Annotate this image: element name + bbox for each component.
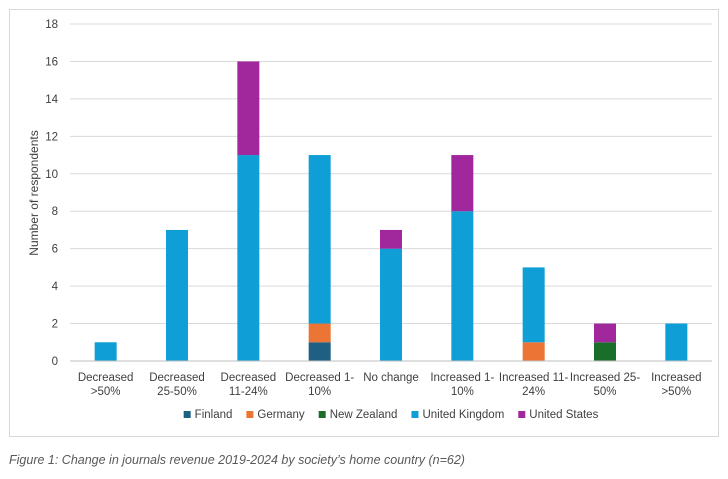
- bar-segment-united-kingdom: [166, 229, 188, 361]
- y-tick-label: 16: [45, 56, 58, 68]
- x-tick-label: No change: [363, 372, 419, 384]
- bar-segment-united-kingdom: [665, 323, 688, 361]
- legend-swatch: [183, 411, 191, 418]
- y-tick-label: 14: [45, 94, 58, 106]
- y-tick-label: 18: [45, 19, 58, 31]
- y-tick-label: 2: [52, 319, 58, 331]
- bars: [94, 61, 688, 361]
- bar-segment-new-zealand: [594, 342, 616, 361]
- x-tick-label: Increased 11-24%: [499, 372, 569, 398]
- legend-swatch: [318, 411, 326, 418]
- bar-segment-united-kingdom: [308, 155, 331, 324]
- legend-label: United States: [529, 409, 598, 421]
- legend-swatch: [411, 411, 419, 418]
- y-tick-label: 8: [52, 206, 58, 218]
- figure-caption: Figure 1: Change in journals revenue 201…: [9, 453, 465, 467]
- y-tick-label: 12: [45, 131, 58, 143]
- bar-segment-united-states: [594, 323, 616, 343]
- bar-segment-united-states: [380, 229, 402, 249]
- legend-label: Germany: [257, 409, 305, 421]
- legend-label: Finland: [195, 409, 233, 421]
- legend: Finland Germany New Zealand United Kingdom U…: [183, 409, 599, 421]
- bar-segment-germany: [308, 323, 331, 343]
- legend-label: New Zealand: [330, 409, 398, 421]
- legend-label: United Kingdom: [422, 409, 504, 421]
- bar-segment-united-states: [237, 61, 260, 156]
- y-tick-label: 0: [52, 356, 58, 368]
- x-tick-label: Decreased 1-10%: [285, 372, 354, 398]
- bar-segment-united-states: [451, 155, 474, 212]
- chart-frame: [9, 9, 719, 437]
- bar-segment-germany: [522, 342, 545, 361]
- bar-segment-united-kingdom: [522, 267, 545, 343]
- x-tick-label: Increased 25-50%: [570, 372, 640, 398]
- bar-segment-united-kingdom: [94, 342, 117, 361]
- y-tick-label: 4: [52, 281, 59, 293]
- y-axis-ticks: 0 2 4 6 8 10 12 14 16 18: [45, 19, 58, 368]
- x-tick-label: Decreased >50%: [78, 372, 134, 398]
- x-tick-label: Increased 1-10%: [430, 372, 494, 398]
- x-tick-label: Decreased 11-24%: [221, 372, 277, 398]
- legend-swatch: [518, 411, 526, 418]
- x-axis-ticks: Decreased >50% Decreased 25-50% Decreased 11-…: [78, 372, 702, 398]
- y-tick-label: 10: [45, 169, 58, 181]
- bar-segment-united-kingdom: [380, 248, 402, 361]
- bar-segment-united-kingdom: [237, 155, 260, 361]
- x-tick-label: Decreased 25-50%: [149, 372, 205, 398]
- bar-segment-united-kingdom: [451, 211, 474, 361]
- y-axis-label: Number of respondents: [27, 130, 41, 255]
- legend-swatch: [246, 411, 254, 418]
- x-tick-label: Increased >50%: [651, 372, 702, 398]
- bar-segment-finland: [308, 342, 331, 361]
- y-tick-label: 6: [52, 244, 58, 256]
